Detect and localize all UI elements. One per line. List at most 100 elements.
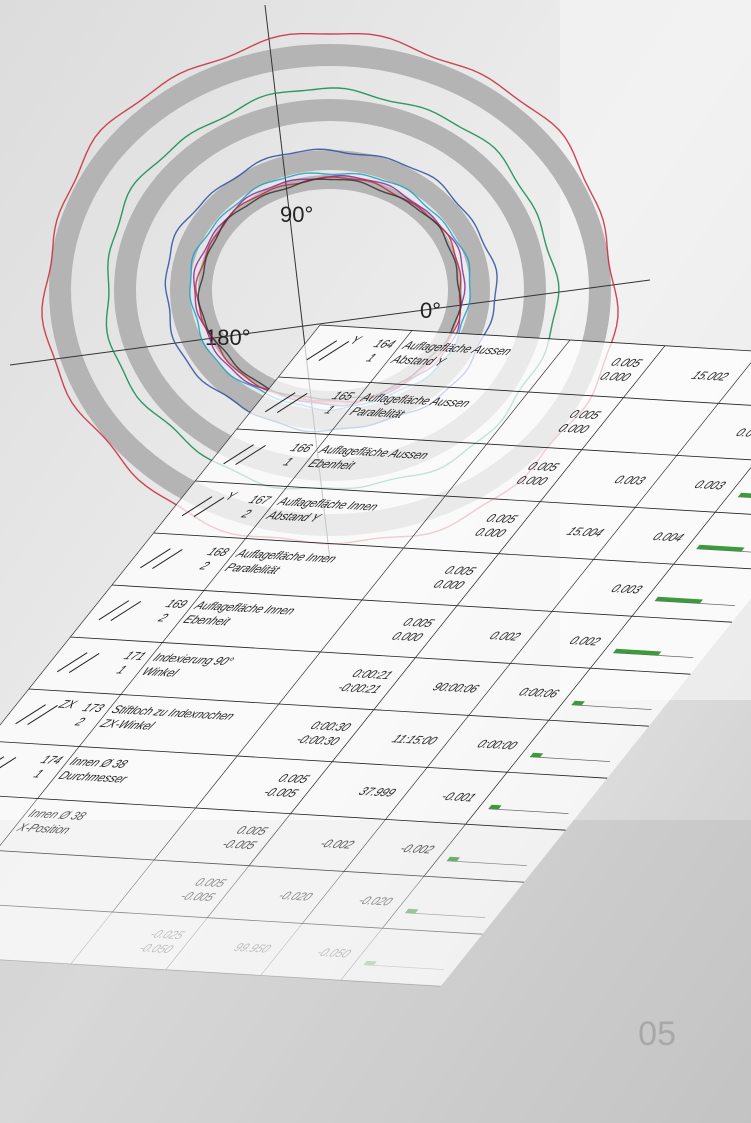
indicator-axis — [488, 808, 569, 814]
deviation: -0.001 — [438, 790, 479, 804]
col-line — [0, 798, 38, 851]
col-line — [361, 547, 404, 601]
row-text: Auflagefläche Aussen — [399, 339, 515, 358]
col-line — [278, 651, 321, 705]
col-line — [236, 376, 279, 430]
col-line — [622, 345, 666, 398]
table-row: Innen Ø 38X-Position 0.005-0.005 -0.002 -0.… — [0, 798, 528, 883]
col-line — [486, 391, 529, 445]
deviation: 0.002 — [566, 634, 603, 648]
tol-upper: 0.005 — [566, 408, 604, 422]
row-text: Ebenheit — [180, 613, 234, 628]
indicator-bar — [737, 492, 751, 500]
page-number: 05 — [638, 1015, 676, 1053]
row-icon — [56, 652, 100, 673]
col-line — [456, 553, 499, 606]
row-text: Durchmesser — [56, 769, 132, 785]
col-line — [331, 709, 375, 762]
row-text: Auflagefläche Innen — [274, 495, 382, 513]
row-line — [0, 792, 566, 831]
tol-lower: 0.000 — [389, 630, 426, 644]
indicator-bar — [529, 752, 544, 758]
row-text: Innen Ø 38 — [25, 807, 89, 822]
row-icon — [306, 340, 350, 361]
tol-upper: 0:00:21 — [349, 667, 395, 681]
tol-upper: 0.005 — [483, 512, 521, 526]
col-line — [70, 911, 113, 965]
tol-lower: 0.000 — [597, 370, 634, 384]
col-line — [423, 824, 466, 877]
col-line — [506, 720, 550, 773]
deviation: 0.004 — [650, 530, 687, 544]
col-line — [245, 486, 288, 539]
col-line — [444, 443, 488, 497]
nominal: 0.002 — [486, 629, 523, 643]
col-line — [717, 351, 751, 404]
indicator-bar — [405, 908, 419, 914]
indicator-axis — [529, 756, 611, 762]
indicator-bar — [613, 648, 662, 656]
tol-lower: -0:00:30 — [293, 733, 343, 748]
col-line — [111, 532, 154, 586]
row-line — [319, 324, 751, 363]
tol-lower: -0.005 — [219, 838, 261, 852]
indicator-bar — [654, 596, 703, 604]
tol-lower: -0.050 — [135, 942, 176, 956]
col-line — [381, 876, 425, 929]
row-text: Parallelität — [222, 561, 283, 576]
nominal: 37.999 — [356, 785, 399, 799]
tol-upper: 0.005 — [525, 460, 563, 474]
col-line — [203, 538, 246, 591]
row-icon — [0, 756, 17, 777]
tol-lower: -0.005 — [177, 890, 219, 904]
row-text: Indexierung 90° — [150, 651, 237, 668]
nominal: 0.003 — [611, 473, 648, 487]
tol-lower: 0.000 — [513, 474, 550, 488]
tol-upper: 0.005 — [441, 564, 479, 578]
indicator-bar — [571, 700, 585, 706]
col-line — [676, 403, 719, 456]
col-line — [373, 657, 416, 710]
row-icon — [15, 704, 58, 725]
nominal: -0.002 — [316, 837, 357, 851]
row-icon — [223, 444, 266, 465]
row-text: Auflagefläche Aussen — [315, 443, 431, 462]
row-text: Auflagefläche Innen — [232, 547, 340, 565]
col-line — [236, 703, 280, 757]
nominal: 15.002 — [688, 369, 731, 383]
indicator-bar — [363, 960, 377, 966]
nominal: 15.004 — [564, 525, 607, 539]
col-line — [153, 807, 196, 861]
col-line — [328, 382, 371, 435]
row-line — [0, 844, 525, 883]
col-line — [498, 501, 541, 554]
nominal: 11:15:00 — [389, 733, 441, 748]
col-line — [539, 449, 583, 502]
tol-upper: 0.005 — [400, 616, 438, 630]
row-text: Winkel — [139, 665, 183, 679]
col-line — [551, 559, 594, 612]
polar-label: 90° — [280, 202, 313, 227]
col-line — [631, 564, 674, 617]
row-line — [28, 688, 650, 727]
row-line — [278, 376, 751, 415]
col-line — [673, 512, 716, 565]
col-line — [403, 495, 446, 549]
row-icon — [140, 548, 183, 569]
col-line — [69, 584, 113, 638]
row-text: Auflagefläche Innen — [191, 599, 299, 617]
col-line — [161, 590, 205, 643]
col-line — [426, 715, 470, 768]
col-line — [509, 611, 553, 664]
col-line — [634, 455, 678, 508]
deviation: 0:00:00 — [474, 738, 520, 752]
deviation: 0.003 — [691, 478, 728, 492]
deviation: -0.050 — [313, 946, 354, 960]
deviation: -0.020 — [355, 894, 396, 908]
row-line — [111, 584, 733, 623]
row-text: Abstand Y — [263, 509, 325, 524]
deviation: 0.003 — [608, 582, 645, 596]
